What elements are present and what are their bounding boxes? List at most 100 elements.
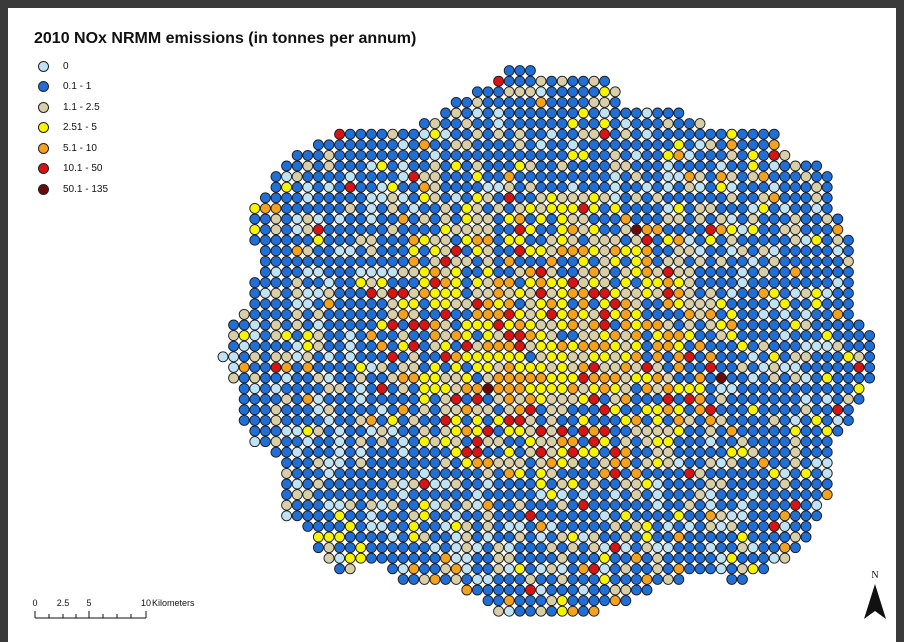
grid-cell	[535, 234, 547, 246]
grid-cell	[482, 542, 494, 554]
grid-cell	[524, 446, 536, 458]
grid-cell	[673, 414, 685, 426]
grid-cell	[546, 287, 558, 299]
grid-cell	[620, 277, 632, 289]
grid-cell	[588, 277, 600, 289]
grid-cell	[821, 446, 833, 458]
grid-cell	[524, 213, 536, 225]
grid-cell	[270, 425, 282, 437]
grid-cell	[514, 351, 526, 363]
grid-cell	[641, 160, 653, 172]
grid-cell	[493, 319, 505, 331]
grid-cell	[302, 499, 314, 511]
grid-cell	[387, 467, 399, 479]
grid-cell	[493, 149, 505, 161]
grid-cell	[768, 510, 780, 522]
grid-cell	[418, 287, 430, 299]
grid-cell	[800, 510, 812, 522]
grid-cell	[599, 192, 611, 204]
emissions-grid	[217, 65, 876, 617]
grid-cell	[546, 404, 558, 416]
grid-cell	[546, 584, 558, 596]
grid-cell	[397, 192, 409, 204]
grid-cell	[440, 298, 452, 310]
grid-cell	[577, 372, 589, 384]
legend-label: 50.1 - 135	[63, 183, 109, 195]
grid-cell	[450, 149, 462, 161]
grid-cell	[514, 372, 526, 384]
grid-cell	[228, 372, 240, 384]
grid-cell	[747, 404, 759, 416]
grid-cell	[259, 383, 271, 395]
grid-cell	[673, 351, 685, 363]
grid-cell	[715, 372, 727, 384]
grid-cell	[821, 489, 833, 501]
grid-cell	[482, 245, 494, 257]
grid-cell	[577, 457, 589, 469]
grid-cell	[609, 107, 621, 119]
grid-cell	[662, 277, 674, 289]
grid-cell	[609, 595, 621, 607]
grid-cell	[556, 149, 568, 161]
grid-cell	[493, 202, 505, 214]
grid-cell	[355, 287, 367, 299]
grid-cell	[556, 552, 568, 564]
grid-cell	[736, 531, 748, 543]
grid-cell	[609, 478, 621, 490]
grid-cell	[429, 128, 441, 140]
grid-cell	[630, 330, 642, 342]
grid-cell	[726, 192, 738, 204]
grid-cell	[376, 255, 388, 267]
grid-cell	[715, 340, 727, 352]
grid-cell	[429, 255, 441, 267]
grid-cell	[546, 595, 558, 607]
grid-cell	[249, 351, 261, 363]
grid-cell	[609, 287, 621, 299]
grid-cell	[493, 489, 505, 501]
grid-cell	[726, 128, 738, 140]
grid-cell	[832, 319, 844, 331]
grid-cell	[641, 584, 653, 596]
grid-cell	[556, 107, 568, 119]
grid-cell	[418, 160, 430, 172]
grid-cell	[429, 573, 441, 585]
grid-cell	[461, 584, 473, 596]
grid-cell	[599, 531, 611, 543]
grid-cell	[683, 319, 695, 331]
grid-cell	[641, 372, 653, 384]
grid-cell	[747, 330, 759, 342]
grid-cell	[620, 118, 632, 130]
grid-cell	[535, 573, 547, 585]
grid-cell	[821, 202, 833, 214]
grid-cell	[524, 489, 536, 501]
grid-cell	[312, 149, 324, 161]
grid-cell	[471, 446, 483, 458]
grid-cell	[747, 192, 759, 204]
grid-cell	[652, 149, 664, 161]
grid-cell	[577, 139, 589, 151]
grid-cell	[641, 330, 653, 342]
grid-cell	[821, 255, 833, 267]
grid-cell	[789, 277, 801, 289]
grid-cell	[758, 139, 770, 151]
grid-cell	[376, 446, 388, 458]
grid-cell	[524, 436, 536, 448]
grid-cell	[662, 308, 674, 320]
grid-cell	[429, 372, 441, 384]
grid-cell	[577, 277, 589, 289]
grid-cell	[768, 181, 780, 193]
grid-cell	[546, 139, 558, 151]
grid-cell	[514, 65, 526, 77]
grid-cell	[291, 255, 303, 267]
grid-cell	[758, 383, 770, 395]
grid-cell	[736, 287, 748, 299]
grid-cell	[683, 234, 695, 246]
grid-cell	[715, 202, 727, 214]
grid-cell	[429, 171, 441, 183]
grid-cell	[344, 361, 356, 373]
grid-cell	[736, 542, 748, 554]
grid-cell	[662, 436, 674, 448]
grid-cell	[620, 393, 632, 405]
grid-cell	[228, 319, 240, 331]
grid-cell	[259, 298, 271, 310]
